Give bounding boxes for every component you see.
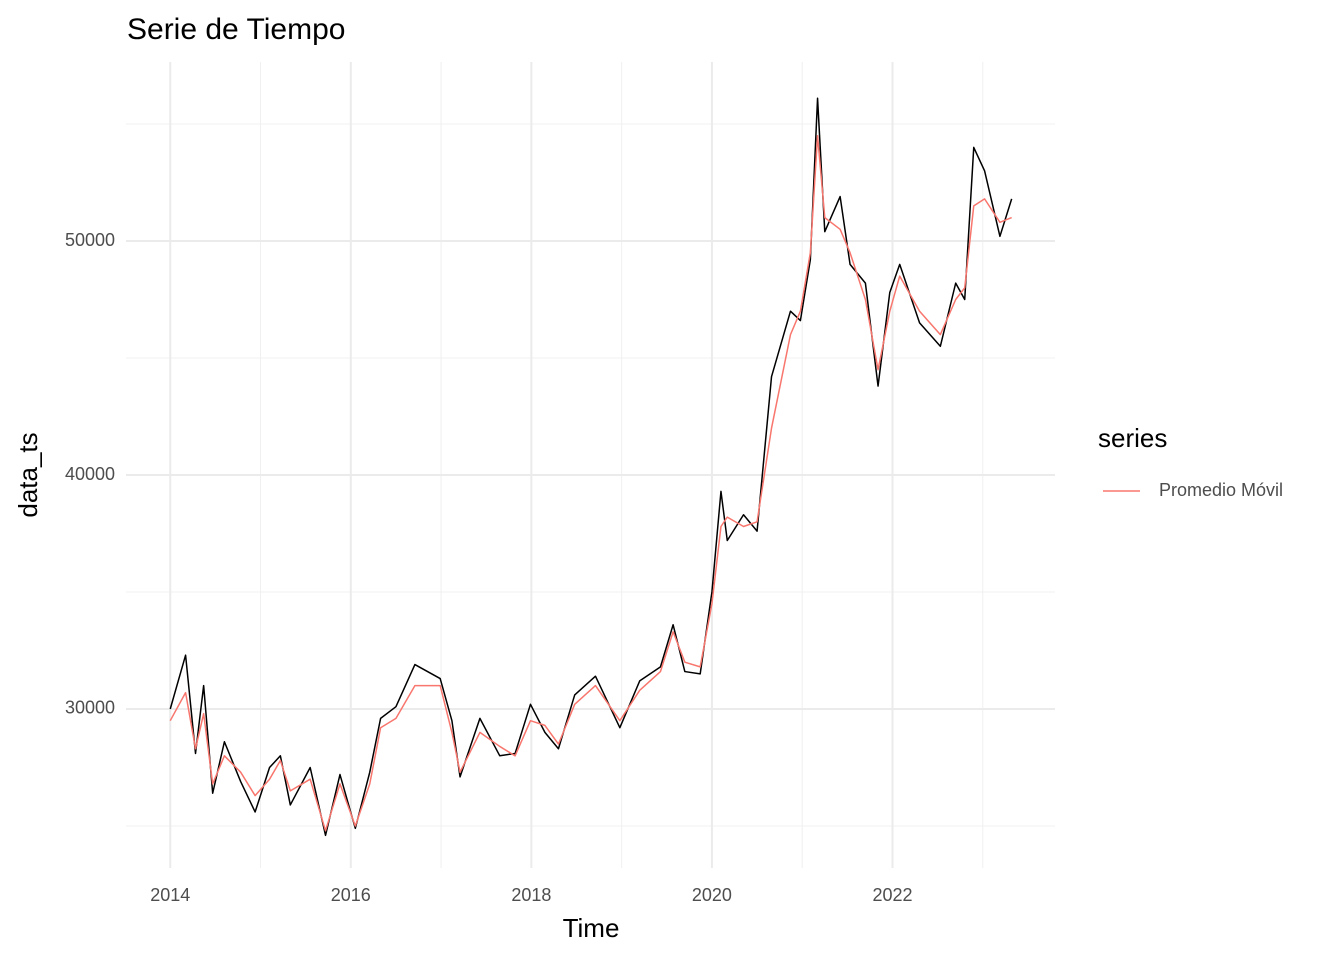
series-line: [169, 134, 1012, 832]
legend: Promedio Móvil: [1103, 480, 1283, 500]
x-tick-label: 2020: [692, 885, 732, 905]
legend-title: series: [1098, 423, 1167, 453]
x-tick-label: 2022: [872, 885, 912, 905]
plot-area: [169, 97, 1013, 837]
x-tick-label: 2016: [331, 885, 371, 905]
x-tick-label: 2018: [511, 885, 551, 905]
x-axis-label: Time: [563, 913, 620, 943]
y-axis-label: data_ts: [13, 432, 43, 517]
y-tick-label: 40000: [65, 464, 115, 484]
legend-label: Promedio Móvil: [1159, 480, 1283, 500]
x-tick-label: 2014: [150, 885, 190, 905]
y-tick-label: 50000: [65, 230, 115, 250]
grid: [126, 62, 1055, 868]
series-line: [169, 97, 1013, 837]
chart-title: Serie de Tiempo: [127, 13, 345, 46]
y-tick-label: 30000: [65, 698, 115, 718]
